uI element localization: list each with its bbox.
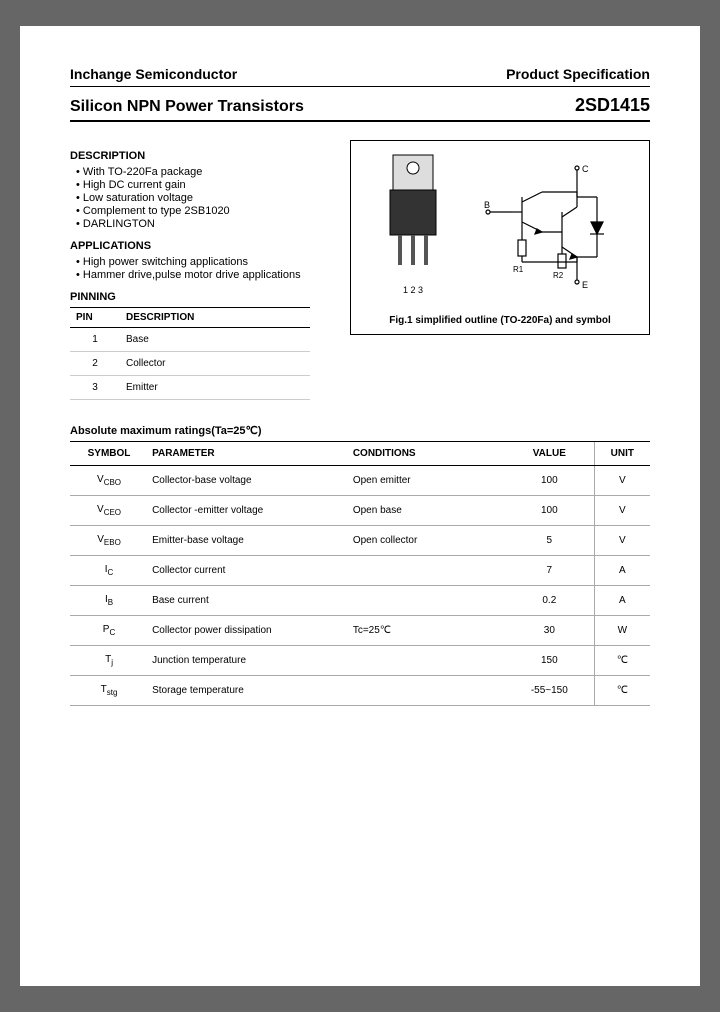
description-list: With TO-220Fa package High DC current ga… bbox=[76, 166, 334, 230]
content-columns: DESCRIPTION With TO-220Fa package High D… bbox=[70, 140, 650, 400]
description-heading: DESCRIPTION bbox=[70, 150, 334, 162]
ratings-header-row: SYMBOL PARAMETER CONDITIONS VALUE UNIT bbox=[70, 442, 650, 466]
doc-type: Product Specification bbox=[506, 66, 650, 82]
pin-col-desc: DESCRIPTION bbox=[120, 308, 310, 328]
table-row: VCEOCollector -emitter voltageOpen base1… bbox=[70, 496, 650, 526]
page-header: Inchange Semiconductor Product Specifica… bbox=[70, 66, 650, 82]
app-item: Hammer drive,pulse motor drive applicati… bbox=[76, 269, 334, 281]
pin-numbers: 1 2 3 bbox=[378, 285, 448, 295]
part-number: 2SD1415 bbox=[575, 95, 650, 116]
table-row: VEBOEmitter-base voltageOpen collector5V bbox=[70, 526, 650, 556]
figure-box: 1 2 3 bbox=[350, 140, 650, 335]
table-row: ICCollector current7A bbox=[70, 556, 650, 586]
pin-col-pin: PIN bbox=[70, 308, 120, 328]
schematic-symbol: C B E R1 R2 bbox=[482, 162, 622, 295]
table-row: TjJunction temperature150℃ bbox=[70, 646, 650, 676]
desc-item: High DC current gain bbox=[76, 179, 334, 191]
table-row: TstgStorage temperature-55~150℃ bbox=[70, 676, 650, 706]
table-row: IBBase current0.2A bbox=[70, 586, 650, 616]
ratings-table: SYMBOL PARAMETER CONDITIONS VALUE UNIT V… bbox=[70, 441, 650, 706]
svg-text:B: B bbox=[484, 200, 490, 210]
svg-text:R2: R2 bbox=[553, 271, 564, 280]
rule-top bbox=[70, 86, 650, 87]
desc-item: Low saturation voltage bbox=[76, 192, 334, 204]
left-column: DESCRIPTION With TO-220Fa package High D… bbox=[70, 140, 334, 400]
pinning-heading: PINNING bbox=[70, 291, 334, 303]
figure-caption: Fig.1 simplified outline (TO-220Fa) and … bbox=[361, 315, 639, 326]
figure-inner: 1 2 3 bbox=[361, 155, 639, 295]
ratings-heading: Absolute maximum ratings(Ta=25℃) bbox=[70, 424, 650, 437]
svg-text:C: C bbox=[582, 164, 589, 174]
svg-text:R1: R1 bbox=[513, 265, 524, 274]
table-row: VCBOCollector-base voltageOpen emitter10… bbox=[70, 466, 650, 496]
table-row: 2Collector bbox=[70, 352, 310, 376]
desc-item: With TO-220Fa package bbox=[76, 166, 334, 178]
to220-icon bbox=[378, 150, 448, 280]
darlington-icon: C B E R1 R2 bbox=[482, 162, 622, 292]
table-row: PCCollector power dissipationTc=25℃30W bbox=[70, 616, 650, 646]
package-drawing: 1 2 3 bbox=[378, 150, 448, 295]
datasheet-page: Inchange Semiconductor Product Specifica… bbox=[20, 26, 700, 986]
desc-item: Complement to type 2SB1020 bbox=[76, 205, 334, 217]
pinning-table: PIN DESCRIPTION 1Base 2Collector 3Emitte… bbox=[70, 307, 310, 400]
rule-title bbox=[70, 120, 650, 122]
applications-heading: APPLICATIONS bbox=[70, 240, 334, 252]
app-item: High power switching applications bbox=[76, 256, 334, 268]
desc-item: DARLINGTON bbox=[76, 218, 334, 230]
table-row: 1Base bbox=[70, 328, 310, 352]
company-name: Inchange Semiconductor bbox=[70, 66, 237, 82]
svg-text:E: E bbox=[582, 280, 588, 290]
title-row: Silicon NPN Power Transistors 2SD1415 bbox=[70, 95, 650, 116]
product-title: Silicon NPN Power Transistors bbox=[70, 98, 304, 116]
applications-list: High power switching applications Hammer… bbox=[76, 256, 334, 281]
table-row: 3Emitter bbox=[70, 376, 310, 400]
